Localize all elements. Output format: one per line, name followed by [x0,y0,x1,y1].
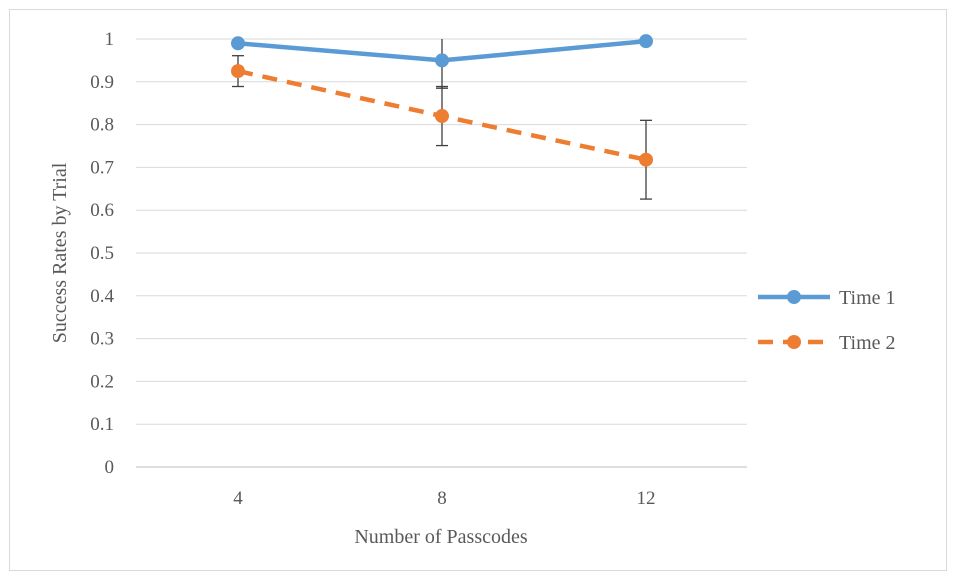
data-point [435,53,449,68]
y-axis-ticks: 0 0.1 0.2 0.3 0.4 0.5 0.6 0.7 0.8 0.9 1 [90,29,114,478]
legend-label: Time 1 [839,287,896,309]
series-lines [231,34,653,167]
y-tick-label: 0.9 [90,72,114,93]
legend: Time 1 Time 2 [758,287,896,354]
x-tick-label: 4 [233,488,243,509]
y-tick-label: 0.3 [90,329,114,350]
data-point [435,109,449,124]
data-point [231,64,245,79]
y-tick-label: 0.8 [90,115,114,136]
error-bars [232,39,652,200]
x-axis-title: Number of Passcodes [354,526,528,548]
y-tick-label: 0.6 [90,200,114,221]
legend-marker [787,290,801,304]
legend-label: Time 2 [839,332,896,354]
y-tick-label: 0.4 [90,286,114,307]
y-tick-label: 0.7 [90,157,114,178]
y-tick-label: 0.2 [90,371,114,392]
x-axis-ticks: 4 8 12 [233,488,655,509]
y-tick-label: 0.1 [90,414,114,435]
y-axis-title: Success Rates by Trial [49,162,71,343]
y-tick-label: 0 [105,457,115,478]
chart-frame [9,9,947,571]
x-tick-label: 12 [637,488,656,509]
data-point [639,152,653,167]
data-point [639,34,653,49]
y-tick-label: 0.5 [90,243,114,264]
legend-marker [787,335,801,349]
y-tick-label: 1 [105,29,115,50]
data-point [231,36,245,51]
x-tick-label: 8 [437,488,447,509]
